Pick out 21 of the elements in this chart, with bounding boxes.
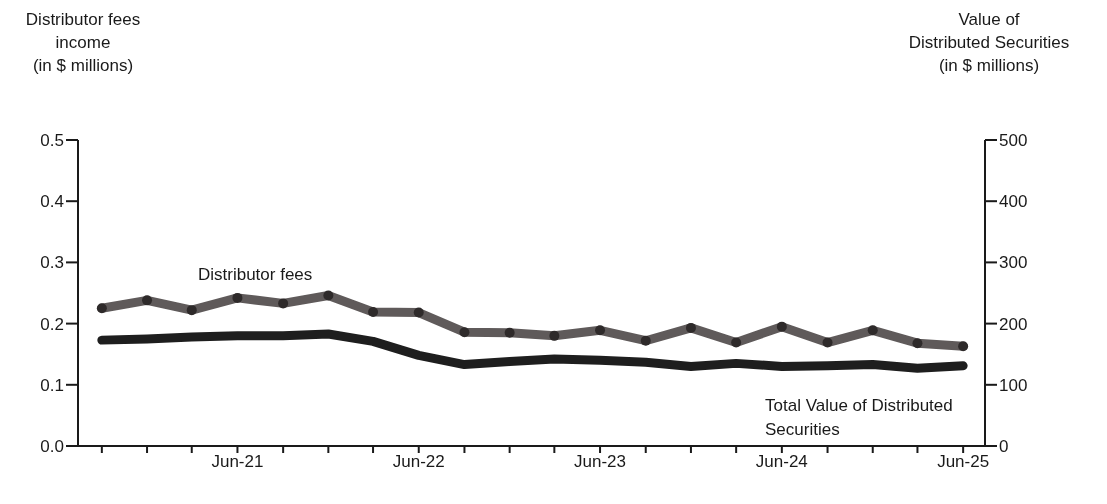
y2-axis-title: Value of Distributed Securities (in $ millions) [907,9,1071,77]
y-tick-label: 0.5 [40,131,64,151]
y-axis-title: Distributor fees income (in $ millions) [24,9,142,77]
x-tick-label: Jun-22 [392,452,445,472]
x-tick-label: Jun-25 [937,452,990,472]
y2-tick-label: 0 [999,437,1009,457]
y2-tick-label: 200 [999,314,1028,334]
y2-tick-label: 400 [999,192,1028,212]
y-tick-label: 0.3 [40,253,64,273]
y-tick-label: 0.0 [40,437,64,457]
y-tick-label: 0.1 [40,375,64,395]
y-tick-label: 0.2 [40,314,64,334]
y2-tick-label: 300 [999,253,1028,273]
y-tick-label: 0.4 [40,192,64,212]
y2-tick-label: 100 [999,375,1028,395]
series-label: Distributor fees [198,264,314,286]
x-tick-label: Jun-24 [755,452,808,472]
x-tick-label: Jun-23 [574,452,627,472]
series-label: Total Value of Distributed Securities [765,395,954,441]
y2-tick-label: 500 [999,131,1028,151]
x-tick-label: Jun-21 [211,452,264,472]
